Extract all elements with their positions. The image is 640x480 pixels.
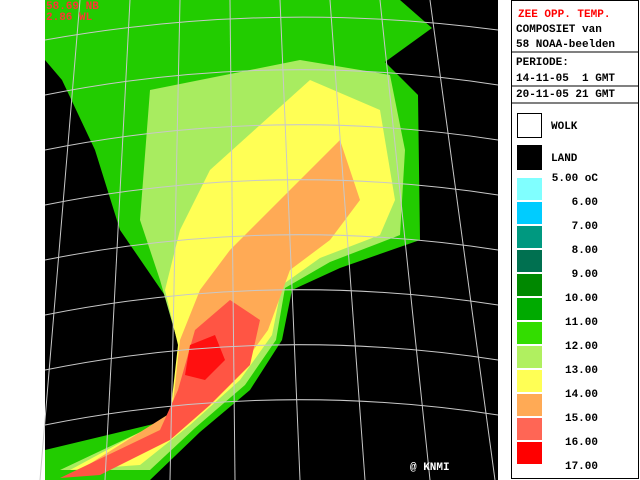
scale-label: 12.00 (565, 341, 598, 353)
land-label: LAND (551, 153, 578, 165)
scale-label: 9.00 (572, 269, 598, 281)
map: 58.69 NB 2.86 WL @ KNMI (39, 0, 499, 480)
scale-swatch (517, 178, 542, 200)
cloud-label: WOLK (551, 121, 578, 133)
scale-swatch (517, 202, 542, 224)
scale-swatch (517, 226, 542, 248)
credit: @ KNMI (410, 462, 450, 474)
sea-darkred (185, 335, 225, 380)
period-start: 14-11-05 1 GMT (516, 73, 615, 85)
scale-label: 6.00 (572, 197, 598, 209)
cloud-swatch (517, 113, 542, 138)
scale-swatch (517, 298, 542, 320)
scale-label: 16.00 (565, 437, 598, 449)
scale-label: 14.00 (565, 389, 598, 401)
land-swatch (517, 145, 542, 170)
scale-label: 11.00 (565, 317, 598, 329)
scale-swatch (517, 418, 542, 440)
scale-label: 5.00 oC (552, 173, 599, 185)
scale-swatch (517, 346, 542, 368)
scale-swatch (517, 370, 542, 392)
scale-swatch (517, 394, 542, 416)
sea-orange (80, 140, 360, 470)
period-label: PERIODE: (516, 57, 569, 69)
scale-label: 7.00 (572, 221, 598, 233)
scale-label: 10.00 (565, 293, 598, 305)
scale-swatch (517, 442, 542, 464)
period-end: 20-11-05 21 GMT (516, 89, 615, 101)
scale-label: 17.00 (565, 461, 598, 473)
graticule (39, 0, 499, 480)
scale-swatch (517, 274, 542, 296)
scale-label: 15.00 (565, 413, 598, 425)
legend-title: ZEE OPP. TEMP. (518, 9, 610, 21)
corner-lon: 2.86 WL (46, 12, 93, 24)
scale-swatch (517, 250, 542, 272)
scale-swatch (517, 322, 542, 344)
scale-label: 8.00 (572, 245, 598, 257)
corner-lat: 58.69 NB (46, 1, 99, 13)
legend-line: 58 NOAA-beelden (516, 39, 615, 51)
legend-line: COMPOSIET van (516, 24, 602, 36)
scale-label: 13.00 (565, 365, 598, 377)
